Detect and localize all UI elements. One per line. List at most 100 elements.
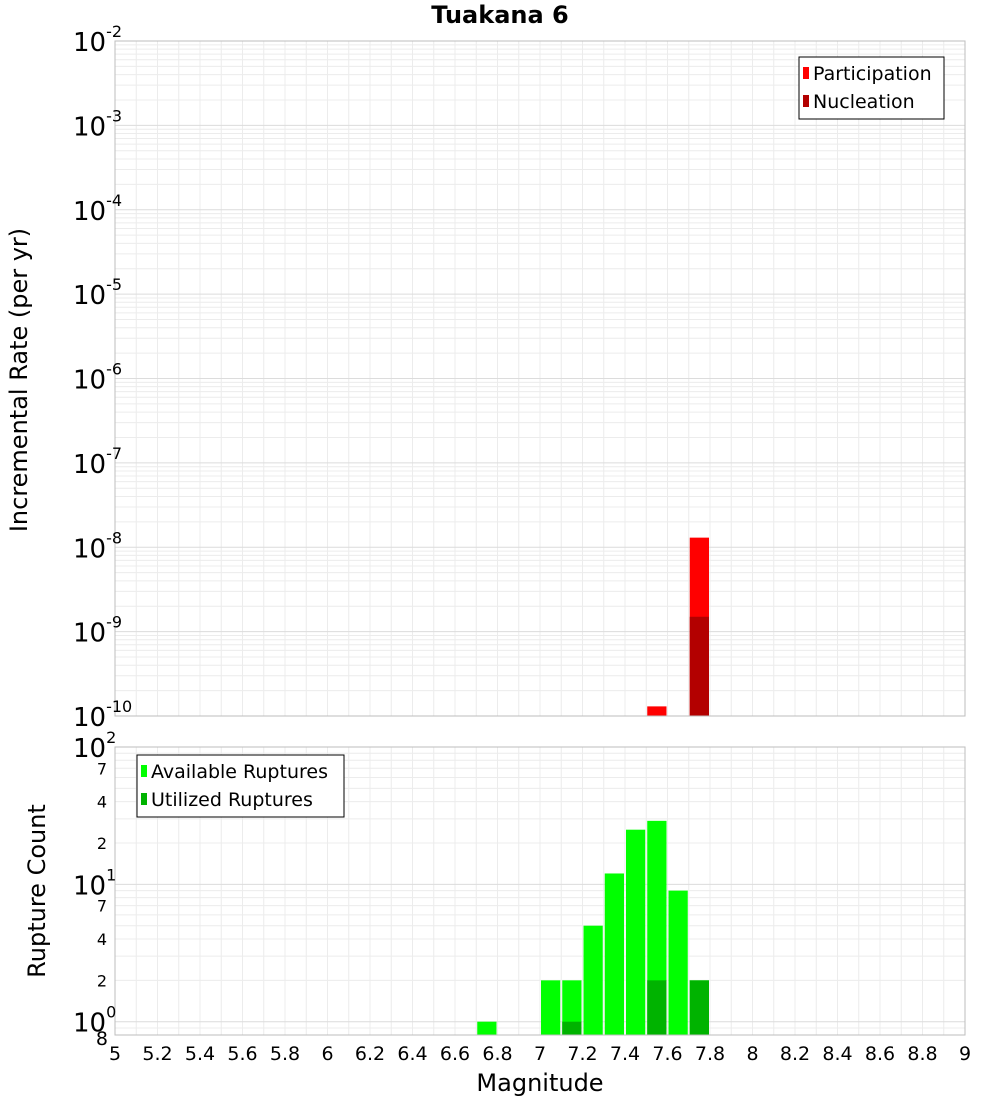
rate-y-tick-label: 10-2 [73,22,122,58]
count-y-minor-tick-label: 7 [97,759,107,778]
count-legend-swatch [141,765,147,777]
count-legend-swatch [141,793,147,805]
rate-y-tick-base: 10 [73,703,106,733]
count-bar-available-ruptures [477,1021,497,1035]
count-bar-available-ruptures [583,925,603,1035]
count-y-tick-base: 10 [73,871,106,901]
rate-y-tick-exponent: -8 [106,528,122,547]
rate-y-tick-exponent: -5 [106,275,122,294]
count-bar-available-ruptures [604,873,624,1035]
count-y-tick-exponent: 0 [106,1003,116,1022]
rate-y-tick-base: 10 [73,450,106,480]
count-y-tick-label: 100 [73,1003,116,1039]
rate-y-tick-label: 10-4 [73,191,122,227]
count-y-tick-base: 10 [73,1009,106,1039]
count-y-minor-tick-label: 8 [96,1028,108,1050]
x-tick-label: 7.2 [567,1043,597,1065]
count-y-tick-label: 102 [73,728,116,764]
rate-y-tick-label: 10-3 [73,106,122,142]
rate-y-tick-exponent: -9 [106,613,122,632]
count-y-tick-exponent: 2 [106,728,116,747]
count-legend: Available Ruptures Utilized Ruptures [136,754,345,818]
rate-y-tick-exponent: -10 [106,697,132,716]
rate-legend-label: Participation [813,63,932,85]
x-tick-label: 8.2 [780,1043,810,1065]
x-tick-label: 5.8 [270,1043,300,1065]
chart-title: Tuakana 6 [431,1,569,29]
count-plot-border [114,746,966,1036]
rate-plot-border [114,40,966,717]
count-legend-label: Utilized Ruptures [151,789,313,811]
x-tick-label: 8.6 [865,1043,895,1065]
x-tick-label: 7.8 [695,1043,725,1065]
count-y-minor-tick-label: 2 [97,834,107,853]
count-y-minor-tick-label: 4 [97,793,107,812]
x-tick-label: 7.4 [610,1043,640,1065]
x-axis-label: Magnitude [476,1069,603,1097]
x-tick-label: 5.4 [185,1043,215,1065]
x-tick-label: 6.6 [440,1043,470,1065]
rate-y-tick-label: 10-10 [73,697,132,733]
rate-y-tick-base: 10 [73,281,106,311]
rate-y-axis-label: Incremental Rate (per yr) [5,228,33,532]
x-tick-label: 7 [534,1043,546,1065]
count-legend-box [136,754,345,818]
rate-y-tick-label: 10-9 [73,613,122,649]
count-y-tick-exponent: 1 [106,865,116,884]
x-tick-label: 8.8 [907,1043,937,1065]
x-tick-label: 5.6 [227,1043,257,1065]
count-bars [477,820,709,1035]
count-bar-available-ruptures [541,980,561,1035]
rate-y-tick-base: 10 [73,619,106,649]
x-tick-label: 5 [109,1043,121,1065]
count-y-tick-label: 101 [73,865,116,901]
count-y-tick-base: 10 [73,734,106,764]
x-tick-label: 6.2 [355,1043,385,1065]
x-tick-label: 5.2 [142,1043,172,1065]
x-tick-label: 8 [746,1043,758,1065]
count-bar-available-ruptures [626,829,646,1035]
x-tick-label: 6.4 [397,1043,427,1065]
rate-y-tick-exponent: -7 [106,444,122,463]
rate-y-tick-base: 10 [73,197,106,227]
count-bar-utilized-ruptures [562,1021,582,1035]
rate-y-tick-label: 10-7 [73,444,122,480]
count-y-minor-tick-label: 4 [97,930,107,949]
rate-y-tick-exponent: -4 [106,191,122,210]
x-tick-label: 7.6 [652,1043,682,1065]
rate-y-tick-exponent: -2 [106,22,122,41]
count-bar-utilized-ruptures [647,980,667,1035]
count-y-minor-tick-label: 2 [97,971,107,990]
rate-bar-participation [647,706,667,716]
rate-y-tick-base: 10 [73,534,106,564]
x-axis-ticks: 5 5.2 5.4 5.6 5.8 6 6.2 6.4 6.6 6.8 7 7.2 7.4 7.6 7.8 8… [109,1043,971,1065]
rate-grid [114,41,966,717]
rate-y-tick-base: 10 [73,366,106,396]
x-tick-label: 8.4 [822,1043,852,1065]
count-bar-utilized-ruptures [689,980,709,1035]
rate-y-tick-exponent: -3 [106,106,122,125]
rate-bar-nucleation [689,616,709,716]
rate-y-tick-base: 10 [73,28,106,58]
count-legend-label: Available Ruptures [151,761,328,783]
rate-bars [647,537,709,716]
rate-y-tick-exponent: -6 [106,360,122,379]
rate-y-tick-label: 10-5 [73,275,122,311]
x-tick-label: 9 [959,1043,971,1065]
rate-legend-box [798,56,945,120]
x-tick-label: 6.8 [482,1043,512,1065]
count-y-axis-label: Rupture Count [23,804,51,978]
x-tick-label: 6 [321,1043,333,1065]
rate-legend-label: Nucleation [813,91,915,113]
rate-legend: Participation Nucleation [798,56,945,120]
rate-legend-swatch [803,95,809,107]
rate-y-tick-base: 10 [73,112,106,142]
rate-legend-swatch [803,67,809,79]
count-y-minor-tick-label: 7 [97,897,107,916]
count-bar-available-ruptures [562,980,582,1035]
